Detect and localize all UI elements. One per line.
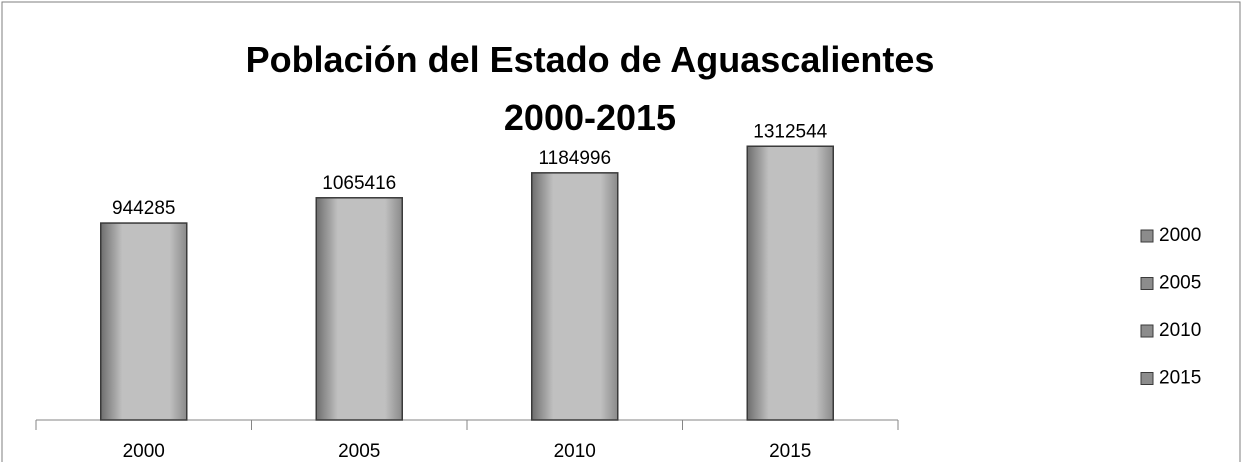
legend-label: 2000 xyxy=(1159,225,1201,246)
legend-swatch xyxy=(1140,229,1154,243)
bar xyxy=(100,222,188,421)
legend-label: 2015 xyxy=(1159,368,1201,389)
bar xyxy=(531,172,619,421)
data-label: 944285 xyxy=(112,198,175,219)
x-tick-label: 2015 xyxy=(769,441,811,462)
legend-label: 2010 xyxy=(1159,320,1201,341)
legend-swatch xyxy=(1140,372,1154,385)
legend-swatch xyxy=(1140,324,1154,338)
x-tick-label: 2005 xyxy=(338,441,380,462)
data-label: 1065416 xyxy=(322,173,396,194)
legend-label: 2005 xyxy=(1159,273,1201,294)
bar xyxy=(315,197,403,421)
legend-swatch xyxy=(1140,277,1154,290)
bar xyxy=(746,145,834,421)
data-label: 1184996 xyxy=(538,148,611,169)
data-label: 1312544 xyxy=(753,121,827,142)
chart-title: Población del Estado de Aguascalientes 20… xyxy=(246,39,935,138)
x-tick-label: 2010 xyxy=(554,441,596,462)
x-tick-label: 2000 xyxy=(123,441,165,462)
